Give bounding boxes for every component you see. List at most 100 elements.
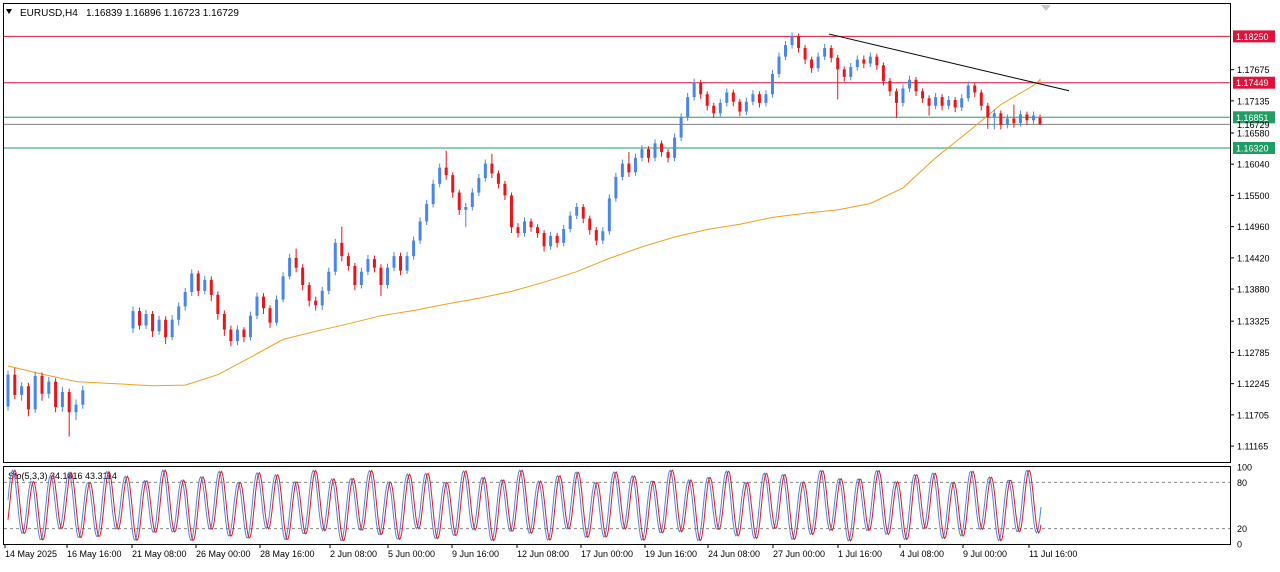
bear-candle — [927, 98, 931, 106]
bull-candle — [568, 215, 572, 229]
bull-candle — [992, 113, 996, 118]
bear-candle — [757, 94, 761, 103]
bull-candle — [751, 94, 755, 102]
bull-candle — [966, 85, 970, 99]
bull-candle — [366, 259, 370, 272]
bull-candle — [477, 178, 481, 193]
y-tick-label: 1.17135 — [1237, 96, 1270, 106]
current-price-label: 1.16729 — [1237, 120, 1270, 130]
bear-candle — [1025, 114, 1029, 121]
y-tick-label: 1.13880 — [1237, 285, 1270, 295]
bear-candle — [973, 85, 977, 93]
bear-candle — [164, 319, 168, 338]
level-price-label: 1.18250 — [1236, 32, 1269, 42]
bear-candle — [26, 386, 30, 410]
bear-candle — [581, 206, 585, 219]
bear-candle — [712, 105, 716, 114]
bear-candle — [921, 91, 925, 99]
bull-candle — [392, 256, 396, 268]
chart-shift-icon[interactable] — [1041, 5, 1051, 11]
bear-candle — [399, 256, 403, 271]
bull-candle — [425, 204, 429, 222]
y-tick-label: 1.16040 — [1237, 160, 1270, 170]
bear-candle — [738, 101, 742, 112]
bull-candle — [764, 94, 768, 103]
bear-candle — [138, 311, 142, 326]
bull-candle — [901, 88, 905, 103]
bull-candle — [679, 117, 683, 138]
bear-candle — [294, 257, 298, 268]
bull-candle — [562, 228, 566, 243]
level-price-box — [1233, 76, 1275, 89]
bull-candle — [33, 375, 37, 410]
y-tick-label: 1.13325 — [1237, 317, 1270, 327]
stochastic-axis-label: 100 — [1237, 463, 1252, 473]
bull-candle — [523, 221, 527, 233]
x-tick-label: 9 Jul 00:00 — [963, 549, 1007, 559]
bull-candle — [692, 82, 696, 98]
x-tick-label: 2 Jun 08:00 — [330, 549, 377, 559]
bull-candle — [816, 56, 820, 69]
x-tick-label: 11 Jul 16:00 — [1029, 549, 1077, 559]
bear-candle — [40, 375, 44, 394]
bear-candle — [151, 313, 155, 332]
bear-candle — [268, 308, 272, 323]
bull-candle — [633, 157, 637, 173]
bear-candle — [627, 163, 631, 173]
bear-candle — [353, 265, 357, 286]
y-tick-label: 1.12785 — [1237, 348, 1270, 358]
bull-candle — [790, 36, 794, 46]
bear-candle — [1038, 117, 1042, 125]
bear-candle — [496, 173, 500, 184]
y-tick-label: 1.12245 — [1237, 379, 1270, 389]
y-tick-label: 1.14960 — [1237, 222, 1270, 232]
bull-candle — [725, 92, 729, 103]
bull-candle — [549, 235, 553, 247]
bull-candle — [640, 149, 644, 158]
bear-candle — [594, 230, 598, 241]
bull-candle — [470, 192, 474, 207]
bear-candle — [13, 374, 17, 395]
bull-candle — [614, 176, 618, 199]
bull-candle — [47, 381, 51, 394]
bear-candle — [314, 300, 318, 306]
bear-candle — [262, 296, 266, 309]
bull-candle — [673, 137, 677, 158]
collapse-menu-icon[interactable] — [6, 9, 12, 14]
bull-candle — [620, 163, 624, 177]
bull-candle — [483, 163, 487, 179]
bear-candle — [862, 59, 866, 64]
chart-ohlc: 1.16839 1.16896 1.16723 1.16729 — [86, 8, 239, 19]
bull-candle — [255, 296, 259, 316]
bear-candle — [940, 97, 944, 106]
bull-candle — [849, 67, 853, 77]
bear-candle — [457, 192, 461, 210]
x-tick-label: 19 Jun 16:00 — [645, 549, 697, 559]
bull-candle — [868, 56, 872, 64]
bear-candle — [242, 329, 246, 338]
bear-candle — [379, 267, 383, 286]
x-tick-label: 14 May 2025 — [5, 549, 57, 559]
bear-candle — [451, 175, 455, 193]
bear-candle — [881, 65, 885, 81]
bull-candle — [744, 101, 748, 112]
stochastic-axis-label: 20 — [1237, 524, 1247, 534]
bull-candle — [333, 242, 337, 272]
bull-candle — [20, 386, 24, 395]
stochastic-axis-label: 80 — [1237, 478, 1247, 488]
bull-candle — [1005, 118, 1009, 125]
x-tick-label: 28 May 16:00 — [260, 549, 315, 559]
descending-trendline — [828, 33, 1070, 92]
chart-symbol: EURUSD,H4 — [20, 8, 78, 19]
bull-candle — [131, 311, 135, 329]
bull-candle — [855, 59, 859, 68]
y-tick-label: 1.11705 — [1237, 410, 1269, 420]
x-tick-label: 1 Jul 16:00 — [838, 549, 882, 559]
bull-candle — [777, 56, 781, 74]
bear-candle — [953, 99, 957, 108]
bear-candle — [555, 235, 559, 243]
bear-candle — [875, 56, 879, 66]
bull-candle — [1031, 115, 1035, 121]
bull-candle — [170, 319, 174, 338]
